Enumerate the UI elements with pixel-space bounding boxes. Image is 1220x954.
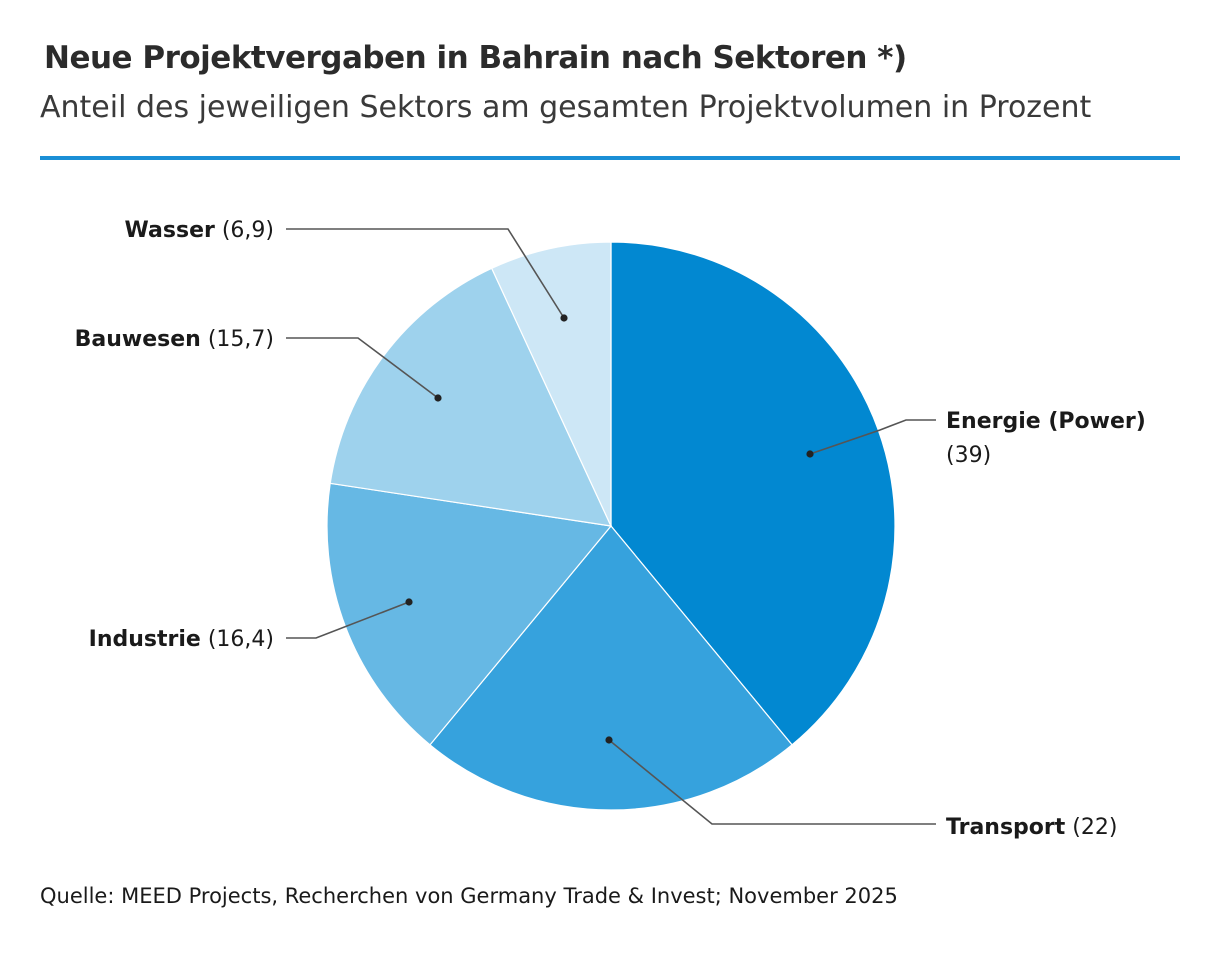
pie-slice-wasser [490,241,612,527]
slice-label-transport: Transport (22) [946,815,1117,840]
chart-subtitle: Anteil des jeweiligen Sektors am gesamte… [40,90,1092,125]
slice-value: (6,9) [215,218,274,243]
slice-value: (39) [946,443,991,468]
source-note: Quelle: MEED Projects, Recherchen von Ge… [40,884,898,908]
slice-label-wasser: Wasser (6,9) [125,218,274,243]
leader-line-industrie [286,601,410,639]
leader-line-energie-power [809,419,936,455]
slice-name: Transport [946,815,1066,840]
slice-value: (15,7) [201,327,274,352]
pie-slice-transport [429,525,793,811]
leader-line-transport [608,739,936,825]
slice-label-energie-power: Energie (Power) (39) [946,409,1146,468]
slice-label-industrie: Industrie (16,4) [89,627,274,652]
slice-name: Wasser [125,218,215,243]
leader-dot-transport [605,736,613,744]
slice-label-bauwesen: Bauwesen (15,7) [75,327,274,352]
leader-dot-industrie [405,598,413,606]
slice-value: (16,4) [201,627,274,652]
leader-line-bauwesen [286,337,439,399]
slice-name: Bauwesen [75,327,201,352]
leader-dot-bauwesen [434,394,442,402]
pie-slice-bauwesen [329,267,613,527]
slice-name: Energie (Power) [946,409,1146,434]
leader-dot-wasser [560,314,568,322]
slice-name: Industrie [89,627,201,652]
leader-dot-energie-power [806,450,814,458]
slice-value: (22) [1065,815,1117,840]
accent-rule [40,156,1180,160]
chart-title: Neue Projektvergaben in Bahrain nach Sek… [44,40,907,76]
leader-line-wasser [286,228,565,319]
